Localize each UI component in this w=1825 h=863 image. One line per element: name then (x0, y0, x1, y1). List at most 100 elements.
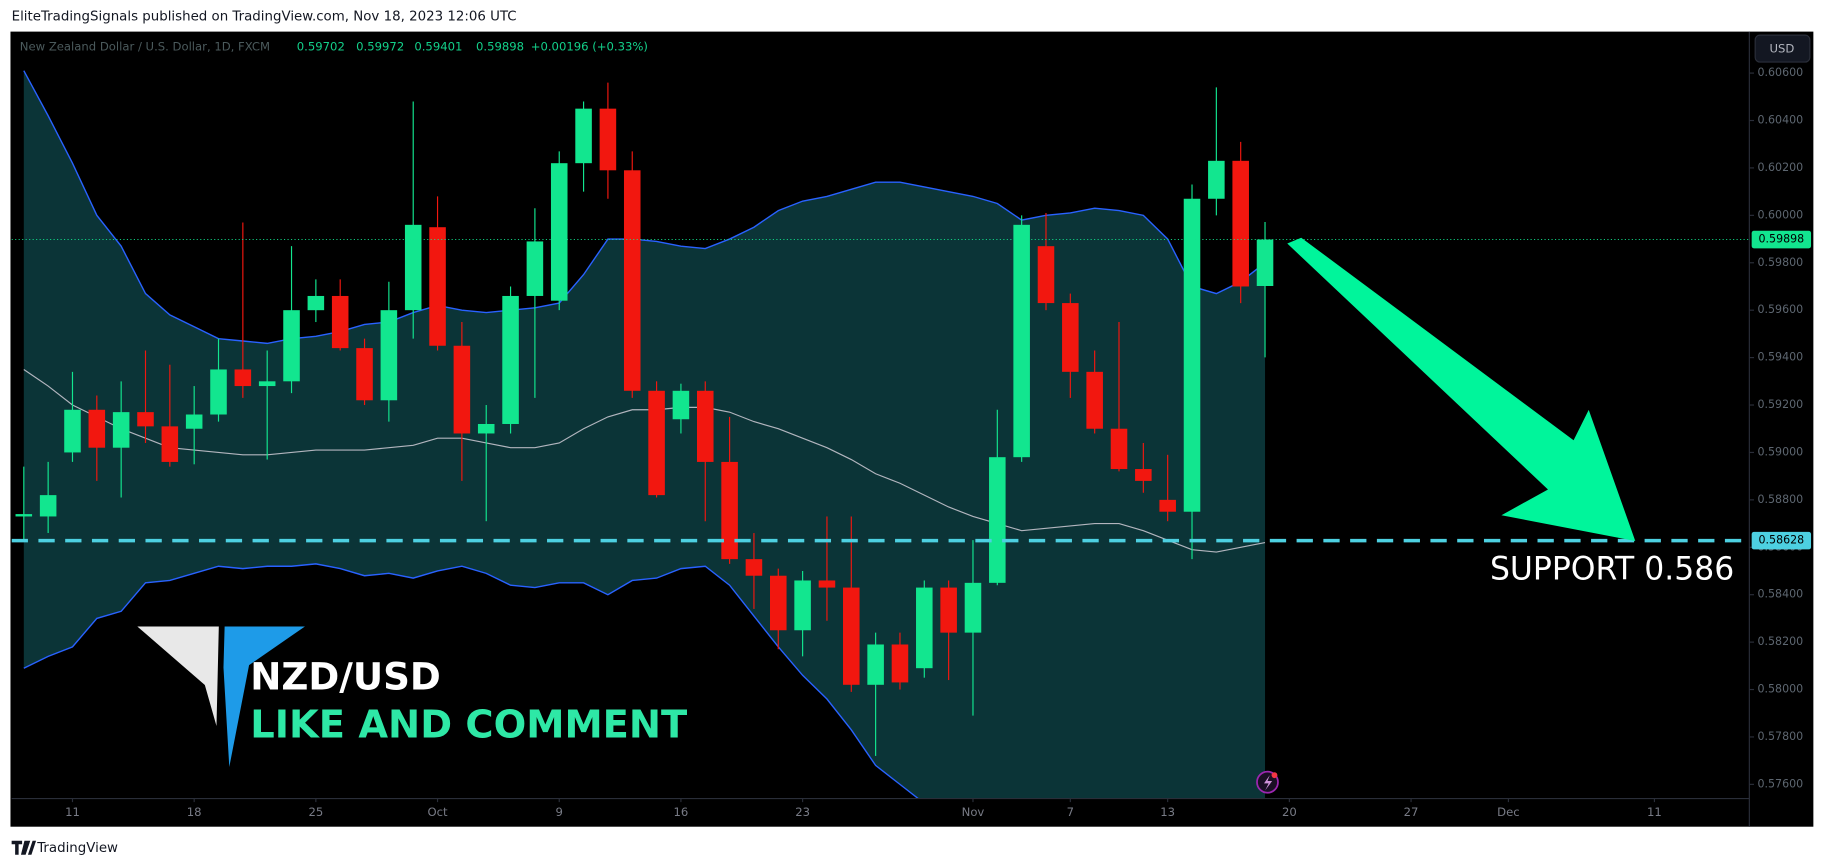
candle-body (477, 423, 495, 434)
plot-area (11, 70, 1750, 799)
band-lower (23, 563, 920, 799)
y-tick-label: 0.58400 (1757, 588, 1803, 601)
currency-label[interactable]: USD (1770, 42, 1795, 56)
candle-body (1135, 469, 1152, 481)
support-price-label: 0.58628 (1759, 534, 1805, 547)
currency-button[interactable] (1754, 34, 1811, 63)
candle-body (1013, 224, 1030, 458)
candle-body (794, 580, 811, 631)
candle-body (745, 559, 763, 576)
candle-body (1256, 239, 1274, 287)
y-tick-label: 0.59200 (1757, 398, 1803, 411)
footer-brand: TradingView (36, 841, 118, 856)
candle-body (210, 369, 227, 415)
candle-body (989, 457, 1006, 583)
candle-body (721, 461, 738, 560)
y-tick-label: 0.58000 (1757, 683, 1803, 696)
band-middle (23, 368, 1266, 553)
ohlc-close: 0.59898 (476, 39, 524, 53)
x-tick-label: Oct (428, 805, 449, 819)
change-label: +0.00196 (+0.33%) (531, 39, 648, 53)
x-tick-label: 20 (1282, 805, 1297, 819)
candle-body (502, 295, 519, 424)
x-tick-label: 18 (187, 805, 202, 819)
candle-body (623, 170, 641, 391)
candle-body (453, 345, 471, 434)
candle-body (672, 390, 690, 420)
candle-body (818, 580, 836, 588)
ohlc-high: 0.59972 (356, 39, 404, 53)
watermark-pair: NZD/USD (250, 655, 441, 699)
x-tick-label: 11 (1647, 805, 1662, 819)
x-tick-label: 23 (795, 805, 810, 819)
alert-bolt[interactable] (1263, 775, 1273, 791)
alert-dot (1271, 772, 1278, 779)
support-annotation: SUPPORT 0.586 (1490, 551, 1734, 587)
y-tick-label: 0.60000 (1757, 208, 1803, 221)
ohlc-open: 0.59702 (297, 39, 345, 53)
band-upper (23, 70, 1266, 345)
y-tick-label: 0.60400 (1757, 113, 1803, 126)
logo-right (223, 626, 305, 767)
candle-body (599, 108, 617, 171)
ohlc-low: 0.59401 (414, 39, 462, 53)
candle-body (696, 390, 714, 462)
x-tick-label: Dec (1497, 805, 1519, 819)
support-box (1751, 531, 1812, 550)
candle-body (380, 310, 398, 401)
y-tick-label: 0.59400 (1757, 351, 1803, 364)
x-tick-label: 13 (1160, 805, 1175, 819)
candle-body (307, 295, 325, 311)
candle-body (39, 495, 57, 517)
last-price-label: 0.59898 (1759, 233, 1805, 246)
y-tick-label: 0.59000 (1757, 445, 1803, 458)
y-tick-label: 0.60200 (1757, 161, 1803, 174)
y-tick-label: 0.58800 (1757, 493, 1803, 506)
candle-body (161, 426, 179, 462)
y-tick-label: 0.60600 (1757, 66, 1803, 79)
candle-body (64, 409, 81, 453)
candle-body (258, 381, 276, 387)
candle-body (112, 412, 130, 448)
candle-body (1232, 160, 1249, 287)
candle-body (356, 348, 373, 401)
footer-logo (11, 840, 37, 855)
candle-body (185, 414, 203, 429)
candle-body (648, 390, 665, 496)
ohlc-legend: 0.59702 0.59972 0.59401 0.59898 +0.00196 (+0… (297, 39, 648, 53)
candle-body (1037, 246, 1055, 304)
candle-body (1110, 428, 1128, 470)
candle-body (526, 241, 544, 296)
candle-body (404, 224, 422, 311)
candle-body (940, 587, 957, 633)
candle-body (843, 587, 860, 685)
candle-body (1086, 371, 1103, 429)
publisher-line: EliteTradingSignals published on Trading… (12, 9, 517, 24)
x-tick-label: 11 (65, 805, 80, 819)
watermark-call: LIKE AND COMMENT (250, 703, 688, 748)
arrow (1287, 237, 1636, 541)
x-tick-label: 7 (1067, 805, 1074, 819)
candle-body (137, 412, 154, 427)
candle-body (1208, 160, 1225, 199)
candle-body (916, 587, 933, 669)
candle-body (88, 409, 106, 448)
x-tick-label: 27 (1404, 805, 1419, 819)
last-price-box (1751, 230, 1812, 249)
y-tick-label: 0.57800 (1757, 730, 1803, 743)
candle-body (964, 582, 982, 633)
x-tick-label: 16 (674, 805, 689, 819)
candle-body (1062, 303, 1079, 372)
y-tick-label: 0.59600 (1757, 303, 1803, 316)
candle-body (283, 310, 300, 382)
candle-body (891, 644, 909, 683)
x-tick-label: 9 (556, 805, 563, 819)
candle-body (429, 227, 446, 346)
axes: 0.57600 0.57800 0.58000 0.58200 0.58400 0.586… (65, 66, 1812, 819)
y-tick-label: 0.58200 (1757, 635, 1803, 648)
candle-body (234, 369, 252, 387)
candle-body (867, 644, 884, 685)
